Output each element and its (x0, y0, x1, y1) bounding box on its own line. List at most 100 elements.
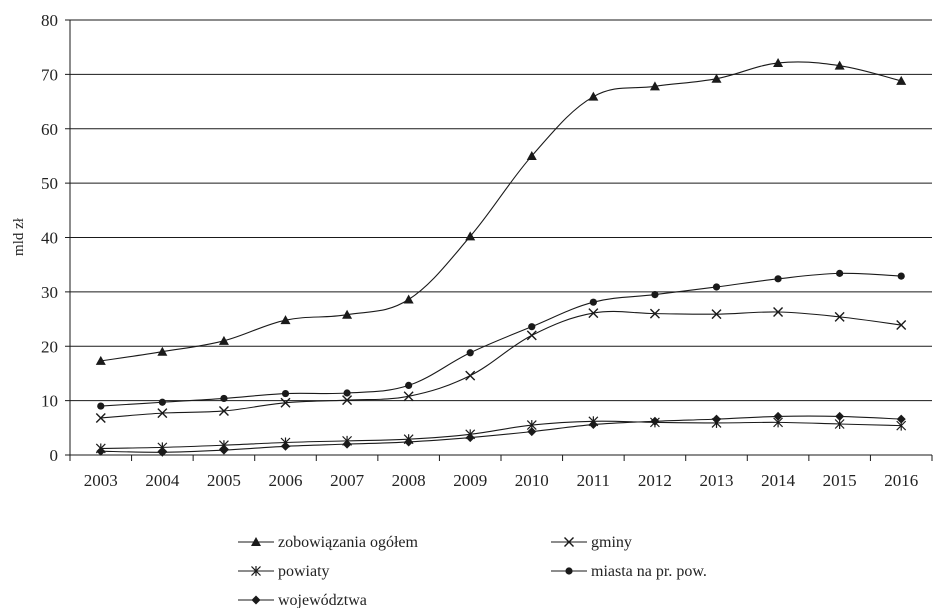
series-4-point-2015 (835, 411, 845, 421)
series-0-point-2013 (711, 73, 722, 83)
series-lines (95, 57, 907, 457)
y-tick-label: 30 (41, 283, 58, 302)
legend-marker (564, 537, 574, 547)
legend-label: powiaty (278, 563, 330, 580)
series-4-point-2011 (588, 420, 598, 430)
x-tick-label: 2011 (577, 471, 610, 490)
series-0-line (100, 61, 902, 362)
series-1-point-2014 (773, 306, 784, 317)
legend-label: województwa (278, 592, 367, 608)
series-3-point-2005 (220, 394, 228, 403)
series-0-point-2011 (588, 91, 599, 101)
series-0-point-2008 (403, 294, 414, 304)
series-3-point-2015 (836, 269, 844, 277)
legend-marker (565, 567, 573, 575)
series-4-point-2013 (712, 414, 721, 424)
series-0-point-2014 (773, 57, 784, 67)
x-tick-label: 2012 (638, 471, 672, 490)
y-axis-label: mld zł (11, 217, 27, 256)
x-tick-label: 2003 (84, 471, 118, 490)
series-0-point-2004 (157, 346, 168, 356)
series-3-point-2008 (405, 381, 413, 389)
series-1-point-2003 (95, 413, 106, 424)
series-0-point-2012 (649, 81, 660, 91)
y-tick-label: 60 (41, 120, 58, 139)
series-0-point-2006 (280, 315, 291, 325)
series-3-point-2004 (158, 398, 166, 406)
series-0-point-2007 (342, 309, 353, 319)
series-4-point-2006 (281, 441, 290, 451)
series-3-point-2006 (281, 389, 290, 398)
series-3-point-2014 (774, 275, 782, 283)
series-0-point-2005 (218, 335, 229, 345)
series-4-line (100, 415, 902, 453)
legend-label: gminy (591, 534, 632, 551)
y-tick-label: 70 (41, 65, 58, 84)
series-0 (95, 57, 907, 365)
legend-item-1: gminy (551, 534, 632, 551)
series-3-point-2007 (343, 389, 351, 397)
y-tick-label: 40 (41, 229, 58, 248)
x-tick-label: 2005 (207, 471, 241, 490)
series-3-line (100, 272, 902, 407)
x-tick-label: 2008 (392, 471, 426, 490)
legend-item-2: powiaty (238, 563, 330, 580)
series-3-point-2016 (897, 272, 905, 280)
series-4-point-2010 (527, 427, 537, 437)
y-tick-label: 0 (50, 446, 59, 465)
series-1 (95, 306, 907, 424)
y-tick-label: 20 (41, 337, 58, 356)
series-4-point-2014 (773, 411, 783, 421)
legend-marker (251, 566, 261, 576)
legend-label: zobowiązania ogółem (278, 534, 419, 551)
x-tick-label: 2016 (884, 471, 918, 490)
series-4 (96, 411, 906, 457)
series-1-line (100, 310, 902, 419)
series-3-point-2009 (466, 349, 474, 357)
series-1-point-2009 (465, 370, 476, 381)
y-tick-label: 50 (41, 174, 58, 193)
series-4-point-2003 (96, 446, 106, 456)
series-1-point-2015 (834, 311, 845, 322)
x-tick-label: 2009 (453, 471, 487, 490)
series-0-point-2016 (896, 75, 907, 85)
x-tick-label: 2010 (515, 471, 549, 490)
series-3-point-2003 (97, 402, 105, 410)
legend-item-0: zobowiązania ogółem (238, 534, 419, 551)
series-1-point-2006 (280, 397, 291, 408)
series-4-point-2007 (342, 439, 352, 449)
x-tick-labels: 2003 2004 2005 2006 2007 2008 2009 2010 2011 2012… (84, 471, 918, 490)
series-3 (97, 269, 905, 410)
series-1-point-2008 (403, 391, 414, 402)
series-4-point-2012 (650, 416, 660, 426)
x-tick-label: 2004 (145, 471, 180, 490)
series-4-point-2008 (404, 437, 414, 447)
series-4-point-2009 (465, 433, 475, 443)
grid-lines (70, 19, 932, 456)
legend-item-4: województwa (238, 592, 367, 608)
y-tick-label: 80 (41, 11, 58, 30)
legend: zobowiązania ogółem gminy powiaty miasta na… (238, 534, 707, 608)
series-1-point-2007 (342, 395, 353, 406)
legend-marker (251, 537, 261, 546)
series-3-point-2013 (712, 283, 721, 291)
series-4-point-2005 (219, 445, 229, 455)
x-tick-label: 2015 (823, 471, 857, 490)
legend-label: miasta na pr. pow. (591, 563, 707, 580)
y-tick-labels: 0 10 20 30 40 50 60 70 80 (41, 11, 58, 465)
series-1-point-2013 (711, 309, 722, 320)
series-3-point-2011 (589, 298, 597, 306)
series-4-point-2016 (896, 414, 906, 424)
x-tick-label: 2013 (700, 471, 734, 490)
series-1-point-2005 (218, 405, 229, 416)
axes (65, 19, 933, 461)
series-4-point-2004 (157, 447, 167, 457)
series-1-point-2011 (588, 308, 599, 319)
x-tick-label: 2006 (269, 471, 303, 490)
series-1-point-2010 (526, 330, 537, 341)
x-tick-label: 2007 (330, 471, 365, 490)
y-tick-label: 10 (41, 392, 58, 411)
series-0-point-2010 (526, 150, 537, 160)
